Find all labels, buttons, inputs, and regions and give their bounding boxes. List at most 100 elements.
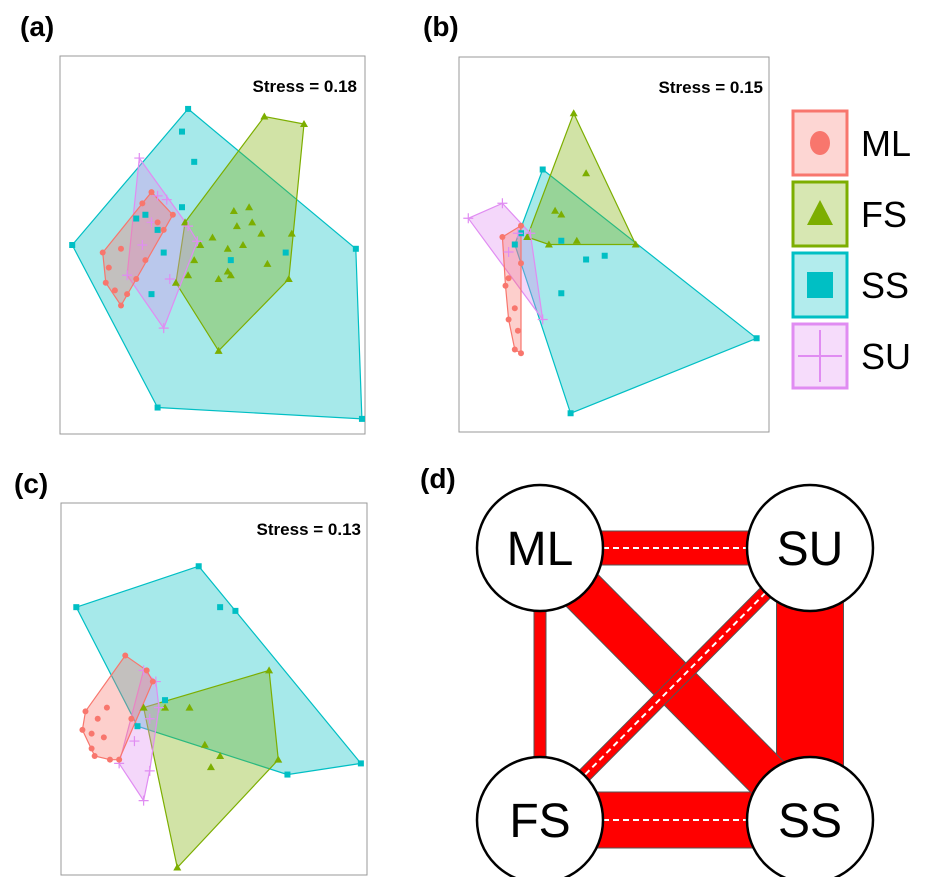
legend-label: SS (861, 265, 909, 306)
ss-hull (75, 565, 363, 776)
legend-label: ML (861, 123, 911, 164)
fs-point (223, 267, 232, 275)
ml-point (103, 704, 110, 711)
ml-point (499, 234, 506, 240)
fs-point (185, 703, 194, 711)
ss-hull (71, 108, 363, 420)
su-point (503, 247, 514, 257)
fs-point (582, 169, 591, 177)
fs-point (287, 229, 296, 237)
fs-point (284, 275, 293, 283)
ss-point (352, 245, 359, 252)
ss-point (232, 607, 239, 614)
fs-point (173, 863, 182, 871)
fs-point (260, 112, 269, 120)
ss-point (539, 166, 546, 173)
ss-point (154, 226, 161, 233)
ss-point (69, 242, 76, 248)
ml-point (118, 245, 124, 252)
ml-point (505, 316, 512, 323)
su-point (158, 323, 169, 334)
su-point (137, 240, 148, 250)
ml-point (82, 708, 89, 715)
fs-point (274, 755, 283, 763)
legend-item-ml: ML (791, 109, 911, 177)
ml-point (143, 667, 150, 674)
legend-label: SU (861, 336, 911, 377)
panel-c: (c) Stress = 0.13 (14, 468, 368, 876)
network-diagram: ML SU FS SS (475, 483, 875, 877)
ml-point (502, 282, 509, 289)
panel-b: (b) Stress = 0.15 (423, 11, 770, 433)
ml-point (88, 730, 95, 737)
su-point (129, 736, 140, 747)
panel-d-label: (d) (420, 463, 456, 494)
panel-b-plot (463, 109, 760, 417)
ml-point (105, 264, 112, 271)
fs-point (200, 740, 209, 748)
node-label: ML (507, 523, 574, 576)
su-point (122, 270, 133, 281)
ss-point (583, 256, 590, 263)
ss-point (358, 415, 365, 422)
ss-point (154, 404, 161, 411)
fs-point (232, 222, 241, 230)
ml-point (149, 678, 156, 685)
ml-point (116, 756, 123, 763)
ss-point (284, 771, 291, 778)
su-point (138, 795, 149, 806)
fs-point (190, 256, 199, 264)
fs-point (196, 241, 205, 248)
ml-point (154, 219, 161, 226)
su-point (153, 702, 164, 713)
su-point (537, 314, 548, 325)
ss-point (148, 291, 155, 298)
fs-point (184, 271, 193, 279)
ml-point (148, 189, 155, 196)
fs-point (631, 240, 640, 248)
ml-point (169, 211, 176, 218)
ss-point (558, 237, 565, 244)
node-circle (745, 483, 875, 613)
su-point (497, 198, 508, 209)
fs-point (181, 218, 190, 226)
fs-point (229, 206, 238, 214)
fs-point (223, 244, 232, 252)
node-circle (745, 755, 875, 877)
ss-point (558, 290, 565, 297)
ml-point (518, 260, 524, 267)
ml-point (99, 249, 106, 256)
panel-b-label: (b) (423, 11, 459, 42)
legend: ML FS SS SU (791, 109, 911, 390)
edge-dash (583, 592, 767, 776)
panel-c-plot (73, 563, 364, 871)
su-point (152, 190, 163, 201)
circle-icon (810, 131, 830, 155)
fs-point (245, 203, 254, 211)
fs-point (214, 275, 223, 283)
legend-item-ss: SS (791, 251, 909, 319)
fs-point (523, 233, 532, 240)
ml-point (160, 226, 167, 233)
ml-point (118, 302, 124, 309)
ml-point (88, 745, 95, 752)
panel-a-plot (69, 105, 365, 422)
triangle-icon (807, 200, 833, 225)
node-fs: FS (475, 755, 605, 877)
su-point (161, 194, 172, 205)
ss-point (134, 723, 141, 730)
ss-point (567, 410, 574, 417)
su-point (463, 213, 474, 224)
panel-a-frame (59, 55, 366, 435)
ss-point (179, 204, 185, 211)
ss-point (227, 257, 234, 264)
panel-a-label: (a) (20, 11, 54, 42)
fs-point (263, 259, 272, 267)
panel-a: (a) Stress = 0.18 (20, 11, 366, 435)
ml-point (124, 291, 131, 298)
ml-point (511, 346, 518, 353)
su-point (144, 713, 155, 724)
node-circle (475, 483, 605, 613)
ml-point (79, 726, 86, 733)
